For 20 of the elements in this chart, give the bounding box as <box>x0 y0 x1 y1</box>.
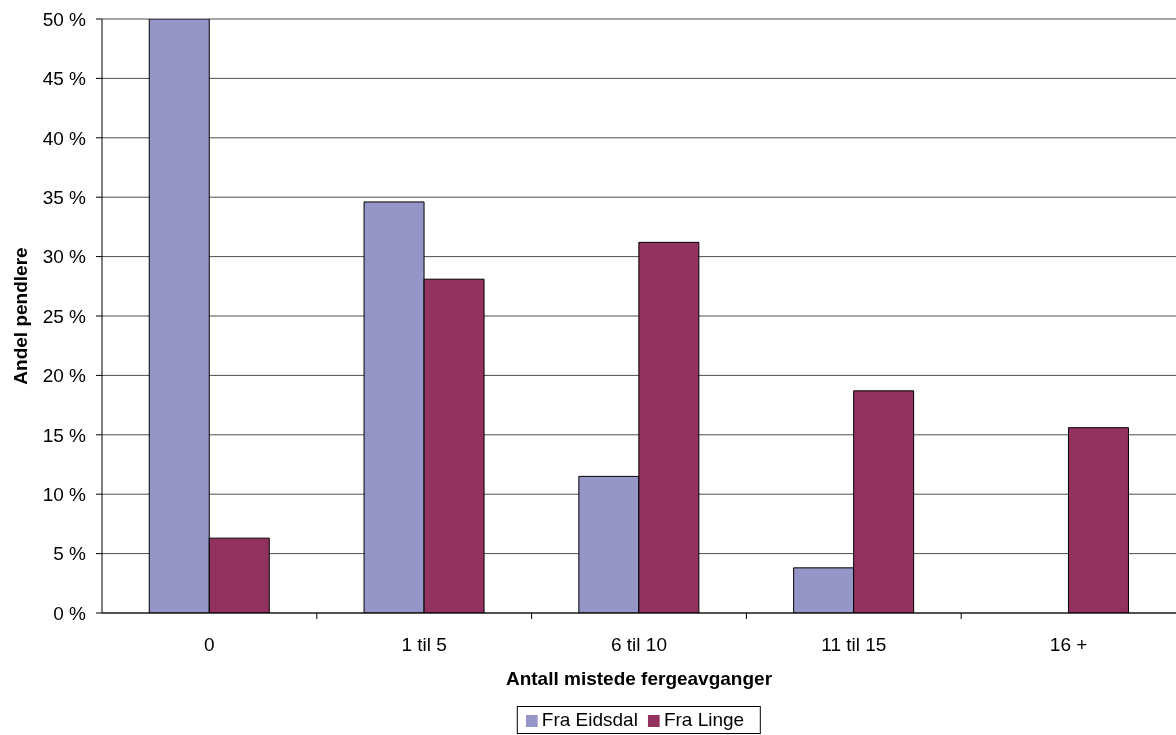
x-tick-label: 0 <box>204 633 215 655</box>
y-tick-label: 20 % <box>42 365 87 387</box>
y-tick-label: 35 % <box>42 186 87 208</box>
y-tick-label: 50 % <box>42 8 87 30</box>
y-tick-label: 15 % <box>42 424 87 446</box>
y-tick-label: 5 % <box>53 543 87 565</box>
x-axis-title: Antall mistede fergeavganger <box>505 668 773 689</box>
y-tick-label: 10 % <box>42 483 87 505</box>
x-tick-label: 1 til 5 <box>401 633 447 655</box>
y-axis-title: Andel pendlere <box>9 247 31 385</box>
legend-label: Fra Eidsdal <box>541 709 638 730</box>
y-tick-label: 25 % <box>42 305 87 327</box>
y-tick-label: 0 % <box>53 602 87 624</box>
y-tick-label: 45 % <box>42 68 87 90</box>
legend-label: Fra Linge <box>663 709 745 730</box>
x-tick-label: 11 til 15 <box>821 633 887 655</box>
x-tick-label: 16 + <box>1049 633 1088 655</box>
y-tick-label: 40 % <box>42 127 87 149</box>
y-tick-label: 30 % <box>42 246 87 268</box>
x-tick-label: 6 til 10 <box>611 633 667 655</box>
